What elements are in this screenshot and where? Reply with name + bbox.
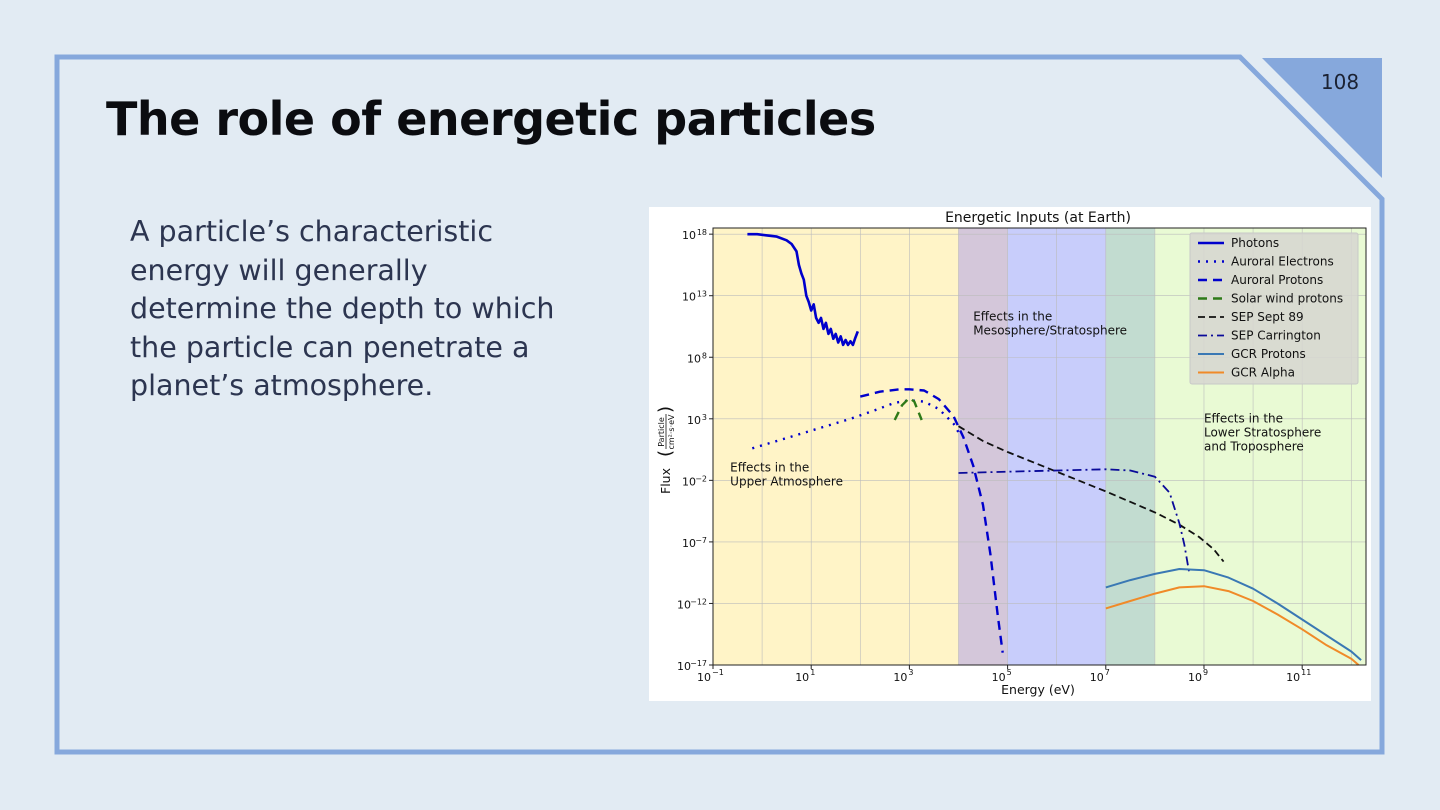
y-tick-label-exp: −7 xyxy=(695,536,707,545)
chart-title: Energetic Inputs (at Earth) xyxy=(945,210,1131,226)
effect-region-band xyxy=(1105,228,1155,665)
series-line xyxy=(958,468,1191,573)
x-tick-label-base: 10 xyxy=(992,671,1006,684)
legend-label: Solar wind protons xyxy=(1231,292,1343,306)
legend: Photons Auroral Electrons Auroral Protons S… xyxy=(1189,232,1359,385)
legend-label: Auroral Protons xyxy=(1231,273,1323,287)
y-tick-label-base: 10 xyxy=(687,414,701,427)
region-annotation-line: Effects in the xyxy=(730,461,809,475)
y-axis-label-text: Flux xyxy=(658,468,673,494)
legend-box xyxy=(1189,232,1359,385)
region-annotation-line: Effects in the xyxy=(973,309,1052,323)
region-annotation-line: Mesosphere/Stratosphere xyxy=(973,323,1127,337)
x-tick-label-exp: 5 xyxy=(1007,668,1012,677)
region-annotation-line: and Troposphere xyxy=(1204,439,1304,453)
y-tick-label-base: 10 xyxy=(682,229,696,242)
x-tick-label-base: 10 xyxy=(893,671,907,684)
legend-label: Auroral Electrons xyxy=(1231,255,1334,269)
x-tick-label-base: 10 xyxy=(1188,671,1202,684)
x-tick-label-base: 10 xyxy=(697,671,711,684)
legend-label: SEP Sept 89 xyxy=(1231,310,1304,324)
frame-border xyxy=(54,54,1385,755)
series-line xyxy=(747,232,860,347)
region-annotation-line: Upper Atmosphere xyxy=(730,475,843,489)
y-tick-label-base: 10 xyxy=(677,598,691,611)
series-lines xyxy=(747,232,1362,666)
x-tick-label-base: 10 xyxy=(1090,671,1104,684)
x-tick-label-exp: 7 xyxy=(1105,668,1110,677)
y-tick-label-exp: 8 xyxy=(702,351,707,360)
x-axis-label: Energy (eV) xyxy=(1001,682,1075,697)
y-axis-unit-denominator: cm²·s·eV xyxy=(667,414,676,450)
x-tick-label-exp: 1 xyxy=(810,668,815,677)
x-tick-label-exp: 9 xyxy=(1203,668,1208,677)
y-tick-label-exp: −2 xyxy=(695,474,707,483)
y-tick-label-base: 10 xyxy=(687,352,701,365)
y-tick-label-exp: −12 xyxy=(690,597,707,606)
y-axis-unit-close-paren: ) xyxy=(655,406,676,413)
series-line xyxy=(1105,585,1360,666)
y-axis-unit-numerator: Particle xyxy=(657,417,666,447)
y-tick-label-base: 10 xyxy=(682,537,696,550)
series-line xyxy=(958,425,1225,563)
plot-border xyxy=(712,227,1367,666)
page-corner-flag xyxy=(1262,58,1382,178)
x-tick-label-exp: 3 xyxy=(908,668,913,677)
y-tick-label-base: 10 xyxy=(682,475,696,488)
region-annotation-line: Effects in the xyxy=(1204,411,1283,425)
region-annotation-line: Lower Stratosphere xyxy=(1204,425,1321,439)
body-text: A particle’s characteristic energy will … xyxy=(130,215,555,403)
effect-region-band xyxy=(713,228,959,665)
y-tick-label-exp: 18 xyxy=(697,228,707,237)
x-tick-labels: 10 −1 10 1 10 3 10 5 10 7 10 9 10 11 xyxy=(697,665,1311,684)
x-tick-label-exp: −1 xyxy=(712,668,724,677)
series-line xyxy=(1105,568,1362,661)
y-tick-label-exp: 13 xyxy=(697,290,707,299)
y-axis-unit-open-paren: ( xyxy=(655,450,676,457)
x-tick-label-exp: 11 xyxy=(1301,668,1311,677)
y-tick-label-exp: 3 xyxy=(702,413,707,422)
y-tick-label-base: 10 xyxy=(682,291,696,304)
y-axis-label: Flux ( Particle cm²·s·eV ) xyxy=(655,406,676,494)
x-tick-label-base: 10 xyxy=(795,671,809,684)
chart-figure: Effects in the Upper Atmosphere Effects in… xyxy=(649,207,1371,701)
y-tick-label-base: 10 xyxy=(677,660,691,673)
legend-label: GCR Protons xyxy=(1231,347,1306,361)
y-tick-label-exp: −17 xyxy=(690,659,707,668)
page-number: 108 xyxy=(1320,70,1360,94)
legend-label: Photons xyxy=(1231,236,1279,250)
series-line xyxy=(860,388,1004,653)
legend-label: GCR Alpha xyxy=(1231,366,1295,380)
x-tick-label-base: 10 xyxy=(1286,671,1300,684)
legend-label: SEP Carrington xyxy=(1231,329,1321,343)
slide-title: The role of energetic particles xyxy=(106,92,876,146)
